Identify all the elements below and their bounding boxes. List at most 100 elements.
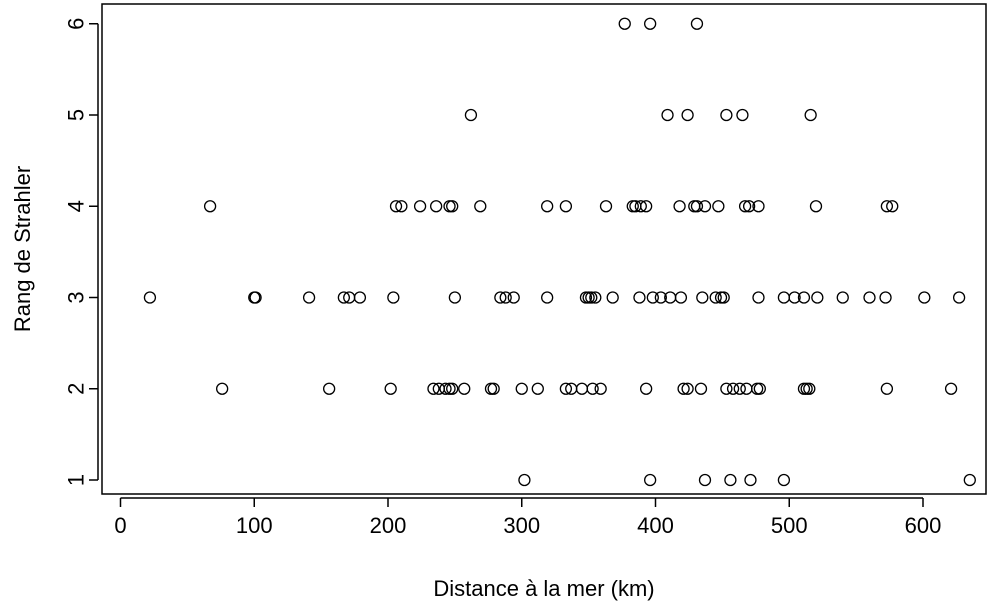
data-point <box>633 291 646 304</box>
data-point <box>634 200 647 213</box>
data-point <box>589 291 602 304</box>
x-tick-label: 600 <box>905 513 942 538</box>
data-point <box>384 382 397 395</box>
data-point <box>518 473 531 487</box>
data-point <box>879 291 892 304</box>
data-point <box>575 382 589 395</box>
data-point <box>487 382 500 395</box>
data-point <box>752 291 765 304</box>
data-point <box>606 291 619 304</box>
data-point <box>918 291 931 304</box>
data-point <box>952 291 966 304</box>
data-point <box>446 200 459 213</box>
y-tick-label: 1 <box>64 474 89 486</box>
data-point <box>531 382 544 395</box>
data-point <box>507 291 520 304</box>
data-point <box>804 108 817 122</box>
data-point <box>559 382 573 395</box>
data-point <box>674 291 688 304</box>
data-point <box>690 200 704 213</box>
data-point <box>944 382 958 395</box>
data-point <box>586 382 599 395</box>
data-point <box>458 382 471 395</box>
data-point <box>681 382 694 395</box>
data-point <box>720 108 733 122</box>
data-point <box>752 200 765 213</box>
x-tick-label: 0 <box>114 513 126 538</box>
x-tick-label: 500 <box>771 513 808 538</box>
data-point <box>720 382 733 395</box>
y-tick-label: 5 <box>64 109 89 121</box>
x-tick-label: 200 <box>370 513 407 538</box>
data-point <box>387 291 400 304</box>
data-point <box>464 108 478 122</box>
data-point <box>736 108 749 122</box>
plot-frame <box>101 3 987 495</box>
data-point <box>541 291 554 304</box>
y-tick-label: 3 <box>64 291 89 303</box>
data-point <box>963 473 976 487</box>
data-point <box>811 291 824 304</box>
data-point <box>337 291 351 304</box>
data-point <box>644 473 657 487</box>
data-point <box>673 200 686 213</box>
data-point <box>744 473 757 487</box>
data-point <box>413 200 427 213</box>
data-point <box>661 108 674 122</box>
data-point <box>559 200 573 213</box>
y-tick-label: 6 <box>64 18 89 30</box>
data-point <box>448 291 462 304</box>
data-point <box>681 108 694 122</box>
data-point <box>726 382 740 395</box>
data-point <box>494 291 507 304</box>
data-point <box>724 473 737 487</box>
data-point <box>249 291 262 304</box>
data-point <box>599 200 613 213</box>
data-point <box>738 200 752 213</box>
data-point <box>800 382 813 395</box>
data-point <box>646 291 659 304</box>
data-points <box>143 17 976 487</box>
data-point <box>733 382 746 395</box>
data-point <box>499 291 512 304</box>
data-point <box>515 382 528 395</box>
data-point <box>698 200 712 213</box>
data-point <box>688 200 701 213</box>
data-point <box>594 382 607 395</box>
data-point <box>712 200 725 213</box>
x-tick-label: 400 <box>637 513 674 538</box>
data-point <box>484 382 498 395</box>
data-point <box>427 382 440 395</box>
data-point <box>836 291 849 304</box>
data-point <box>809 200 823 213</box>
x-tick-label: 300 <box>503 513 540 538</box>
data-point <box>696 291 709 304</box>
y-tick-label: 4 <box>64 200 89 212</box>
data-point <box>446 382 459 395</box>
data-point <box>880 200 894 213</box>
data-point <box>677 382 690 395</box>
data-point <box>215 382 229 395</box>
data-point <box>698 473 712 487</box>
data-point <box>880 382 894 395</box>
data-point <box>797 291 811 304</box>
data-point <box>541 200 554 213</box>
data-point <box>803 382 816 395</box>
data-point <box>639 200 653 213</box>
data-point <box>717 291 730 304</box>
data-point <box>585 291 598 304</box>
data-point <box>203 200 217 213</box>
data-point <box>389 200 403 213</box>
data-point <box>322 382 336 395</box>
data-point <box>740 382 753 395</box>
data-point <box>751 382 764 395</box>
data-point <box>709 291 722 304</box>
data-point <box>654 291 667 304</box>
x-axis: 0 100 200 300 400 500 600 <box>114 497 942 538</box>
data-point <box>863 291 876 304</box>
data-point <box>886 200 899 213</box>
data-point <box>474 200 487 213</box>
data-point <box>395 200 408 213</box>
y-tick-label: 2 <box>64 383 89 395</box>
data-point <box>690 17 704 30</box>
